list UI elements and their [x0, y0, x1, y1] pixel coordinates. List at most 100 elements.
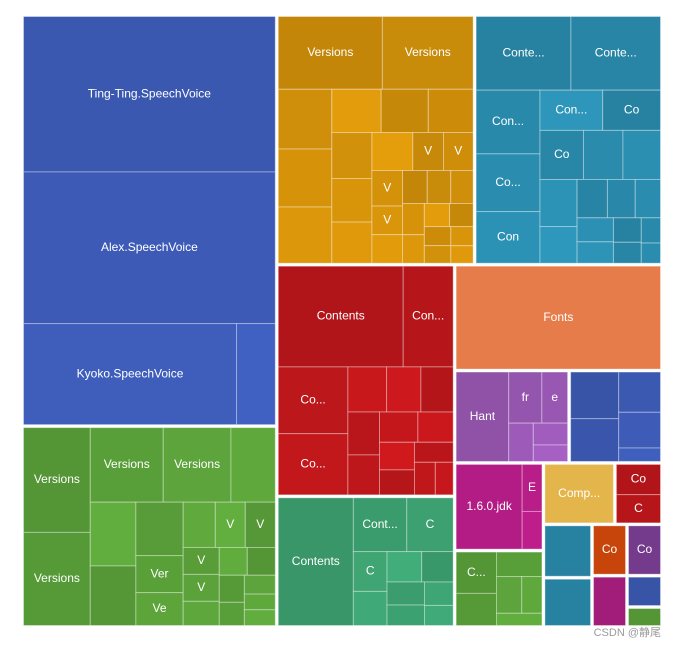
treemap-cell[interactable]	[277, 88, 333, 150]
treemap-cell[interactable]	[23, 16, 276, 173]
treemap-cell[interactable]	[331, 132, 373, 180]
treemap-cell[interactable]	[539, 129, 584, 180]
treemap-cell[interactable]	[606, 178, 636, 219]
treemap-cell[interactable]	[214, 501, 246, 548]
treemap-cell[interactable]	[218, 546, 248, 576]
treemap-cell[interactable]	[347, 411, 380, 456]
treemap-cell[interactable]	[442, 132, 474, 172]
treemap-cell[interactable]	[618, 371, 662, 413]
treemap-cell[interactable]	[331, 178, 373, 223]
treemap-cell[interactable]	[612, 217, 642, 243]
treemap-cell[interactable]	[135, 501, 184, 557]
treemap-cell[interactable]	[413, 441, 454, 463]
treemap-cell[interactable]	[331, 88, 382, 134]
treemap-cell[interactable]	[402, 203, 425, 236]
treemap-cell[interactable]	[182, 546, 220, 575]
treemap-cell[interactable]	[380, 88, 429, 134]
treemap-cell[interactable]	[532, 444, 569, 462]
treemap-cell[interactable]	[386, 551, 423, 583]
treemap-cell[interactable]	[371, 234, 404, 264]
treemap-cell[interactable]	[602, 89, 661, 131]
treemap-cell[interactable]	[423, 226, 452, 247]
treemap-cell[interactable]	[402, 170, 428, 205]
treemap-cell[interactable]	[475, 153, 541, 213]
treemap-cell[interactable]	[618, 411, 662, 449]
treemap-cell[interactable]	[386, 604, 426, 626]
treemap-cell[interactable]	[450, 245, 474, 264]
treemap-cell[interactable]	[582, 129, 624, 180]
treemap-cell[interactable]	[634, 178, 661, 219]
treemap-cell[interactable]	[628, 608, 662, 626]
treemap-cell[interactable]	[539, 178, 578, 228]
treemap-cell[interactable]	[379, 411, 419, 443]
treemap-cell[interactable]	[521, 576, 543, 614]
treemap-cell[interactable]	[182, 600, 220, 626]
treemap-cell[interactable]	[23, 531, 91, 627]
treemap-cell[interactable]	[593, 525, 627, 575]
treemap-cell[interactable]	[371, 132, 414, 172]
treemap-cell[interactable]	[455, 551, 498, 594]
treemap-cell[interactable]	[23, 323, 238, 426]
treemap-cell[interactable]	[622, 129, 661, 180]
treemap-cell[interactable]	[449, 203, 474, 228]
treemap-cell[interactable]	[371, 205, 404, 236]
treemap-cell[interactable]	[381, 16, 474, 90]
treemap-cell[interactable]	[450, 170, 474, 205]
treemap-cell[interactable]	[89, 501, 137, 567]
treemap-cell[interactable]	[455, 592, 498, 627]
treemap-cell[interactable]	[496, 576, 523, 614]
treemap-cell[interactable]	[475, 16, 572, 91]
treemap-cell[interactable]	[89, 427, 164, 503]
treemap-cell[interactable]	[434, 461, 454, 496]
treemap-cell[interactable]	[475, 89, 541, 155]
treemap-cell[interactable]	[218, 601, 245, 626]
treemap-cell[interactable]	[640, 242, 661, 264]
treemap-cell[interactable]	[618, 447, 662, 462]
treemap-cell[interactable]	[539, 226, 578, 264]
treemap-cell[interactable]	[628, 576, 662, 607]
treemap-cell[interactable]	[424, 581, 454, 606]
treemap-cell[interactable]	[402, 265, 454, 368]
treemap-cell[interactable]	[89, 565, 137, 627]
treemap-cell[interactable]	[455, 265, 661, 370]
treemap-cell[interactable]	[246, 546, 276, 576]
treemap-cell[interactable]	[496, 612, 543, 627]
treemap-cell[interactable]	[23, 171, 276, 325]
treemap-cell[interactable]	[347, 366, 388, 413]
treemap-cell[interactable]	[420, 366, 454, 413]
treemap-cell[interactable]	[576, 217, 614, 243]
treemap-cell[interactable]	[182, 501, 216, 548]
treemap-cell[interactable]	[236, 323, 276, 426]
treemap-cell[interactable]	[640, 217, 661, 244]
treemap-cell[interactable]	[521, 510, 543, 550]
treemap-cell[interactable]	[135, 592, 184, 626]
treemap-cell[interactable]	[576, 178, 608, 219]
treemap-cell[interactable]	[421, 551, 454, 583]
treemap-cell[interactable]	[352, 590, 388, 627]
treemap-cell[interactable]	[544, 578, 592, 626]
treemap-cell[interactable]	[417, 411, 454, 443]
treemap-cell[interactable]	[423, 245, 452, 264]
treemap-cell[interactable]	[347, 454, 380, 496]
treemap-cell[interactable]	[455, 371, 510, 462]
treemap-cell[interactable]	[532, 422, 569, 446]
treemap-cell[interactable]	[386, 581, 426, 606]
treemap-cell[interactable]	[379, 441, 415, 471]
treemap-cell[interactable]	[570, 371, 620, 420]
treemap-cell[interactable]	[427, 88, 474, 134]
treemap-cell[interactable]	[426, 170, 452, 205]
treemap-cell[interactable]	[455, 463, 523, 550]
treemap-cell[interactable]	[277, 148, 333, 208]
treemap-cell[interactable]	[544, 525, 592, 577]
treemap-cell[interactable]	[243, 609, 276, 626]
treemap-cell[interactable]	[570, 16, 662, 91]
treemap-cell[interactable]	[508, 422, 534, 462]
treemap-cell[interactable]	[243, 593, 276, 611]
treemap-cell[interactable]	[615, 463, 662, 496]
treemap-cell[interactable]	[135, 555, 184, 594]
treemap-cell[interactable]	[277, 16, 383, 90]
treemap-cell[interactable]	[576, 241, 614, 264]
treemap-cell[interactable]	[218, 574, 245, 603]
treemap-cell[interactable]	[628, 525, 662, 575]
treemap-cell[interactable]	[496, 551, 543, 578]
